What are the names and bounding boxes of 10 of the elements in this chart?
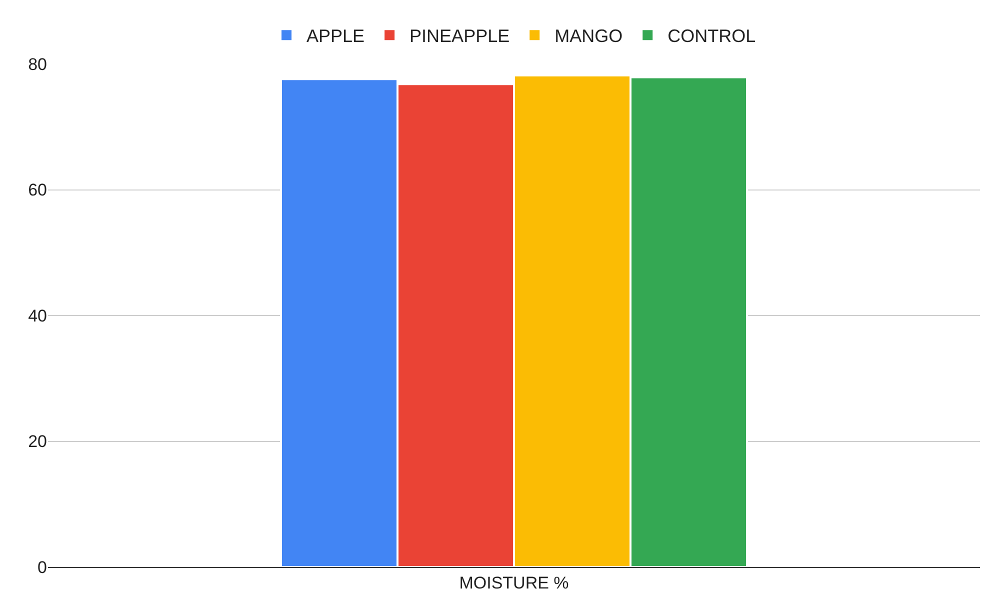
y-tick-label: 0 xyxy=(38,558,47,577)
legend-label: MANGO xyxy=(554,26,623,46)
y-tick-label: 60 xyxy=(28,180,47,200)
legend-label: PINEAPPLE xyxy=(410,26,510,46)
legend-label: APPLE xyxy=(306,26,365,46)
y-tick-label: 80 xyxy=(28,54,47,74)
x-tick-label: MOISTURE % xyxy=(459,573,569,592)
legend-label: CONTROL xyxy=(668,26,756,46)
y-tick-label: 40 xyxy=(28,306,47,326)
y-tick-label: 20 xyxy=(28,432,47,452)
